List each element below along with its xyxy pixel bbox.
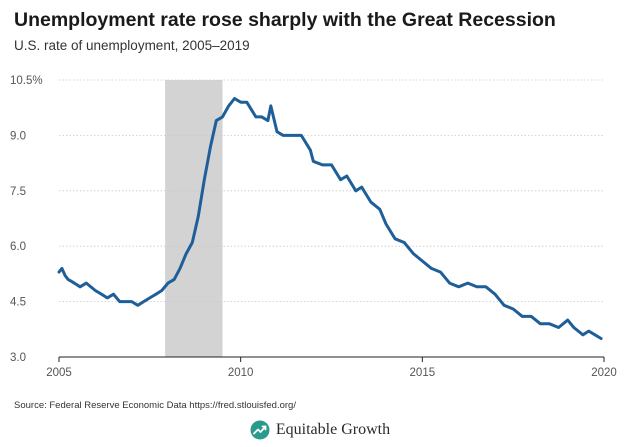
data-point [369,200,372,204]
data-point [354,189,358,192]
data-point [309,148,312,152]
data-point [245,100,249,104]
data-point [160,289,164,292]
data-point [539,322,542,325]
data-point [439,270,442,274]
data-point [530,315,533,318]
data-point [78,285,82,289]
data-point [60,267,64,270]
x-tick-label: 2020 [591,367,617,379]
data-point [593,333,597,337]
y-tick-label: 9.0 [10,130,26,142]
data-point [421,259,424,263]
data-point [254,115,258,119]
data-point [502,304,506,307]
data-point [587,329,590,333]
data-point [484,285,488,289]
brand-name: Equitable Growth [275,421,391,438]
source-note: Source: Federal Reserve Economic Data ht… [14,400,296,411]
data-point [191,241,194,244]
chart-subtitle: U.S. rate of unemployment, 2005–2019 [14,38,250,53]
data-point [493,293,497,296]
data-point [215,119,218,122]
data-point [557,326,560,329]
data-point [57,270,61,274]
data-point [378,208,382,211]
data-point [548,322,551,325]
data-point [196,215,200,218]
data-point [300,134,303,137]
data-point [209,145,212,148]
data-point [521,315,524,318]
data-point [266,119,270,122]
growth-arrow-logo-icon [250,420,270,440]
recession-shading [165,80,223,357]
data-point [130,300,133,303]
data-point [281,134,285,137]
data-point [466,281,469,285]
y-tick-label: 4.5 [10,297,26,309]
x-tick-label: 2010 [228,367,254,379]
data-point [475,285,479,289]
data-point [412,252,415,255]
data-point [233,97,236,100]
y-tick-label: 6.0 [10,241,26,253]
data-point [85,281,88,285]
data-point [572,326,576,329]
data-point [581,333,585,337]
data-point [291,134,294,137]
data-point [345,174,348,178]
data-point [221,115,224,119]
data-point [457,285,460,289]
data-point [360,185,363,189]
data-point [66,278,70,281]
data-point [384,222,388,226]
data-point [148,296,152,300]
data-point [203,178,206,181]
data-point [118,300,121,303]
data-point [154,293,158,296]
data-point [511,307,515,311]
data-point [106,296,109,300]
data-point [339,178,342,181]
data-point [239,100,242,104]
data-point [94,289,97,292]
brand-footer: Equitable Growth [0,420,640,440]
data-point [124,300,127,303]
x-tick-label: 2015 [410,367,436,379]
data-point [402,241,406,244]
data-point [136,304,140,307]
data-point [100,293,103,296]
data-point [430,267,433,270]
data-point [275,130,279,133]
data-point [142,300,145,303]
data-point [184,252,188,255]
y-tick-label: 3.0 [10,352,26,364]
data-point [330,163,333,167]
chart-title: Unemployment rate rose sharply with the … [14,9,556,31]
y-tick-label: 7.5 [10,186,26,198]
data-point [260,115,263,119]
data-point [566,318,569,322]
data-point [73,281,76,285]
data-point [312,160,315,163]
data-point [172,278,176,281]
data-point [166,281,170,285]
data-point [393,237,397,241]
x-tick-label: 2005 [46,367,72,379]
data-point [178,267,182,270]
data-point [269,104,273,108]
data-point [448,281,451,285]
data-point [227,104,230,108]
chart-plot-area: 3.0 4.5 6.0 7.5 9.0 10.5% 2005 2010 2015 2020 [10,75,617,379]
data-point [112,293,115,296]
unemployment-rate-line [57,97,603,340]
data-point [599,337,603,340]
data-point [63,274,67,277]
data-point [321,163,324,167]
y-tick-label: 10.5% [10,75,43,87]
